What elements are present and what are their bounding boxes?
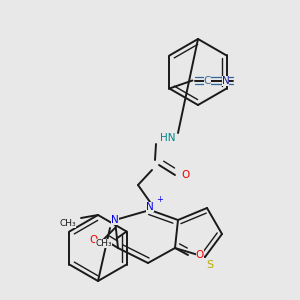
Text: O: O xyxy=(181,170,189,180)
Text: CH₃: CH₃ xyxy=(60,218,76,227)
Text: N: N xyxy=(146,202,154,212)
Text: O: O xyxy=(89,235,97,245)
Text: CH₃: CH₃ xyxy=(95,239,112,248)
Text: C: C xyxy=(204,76,211,85)
Text: +: + xyxy=(157,196,164,205)
Text: N: N xyxy=(111,215,119,225)
Text: HN: HN xyxy=(160,133,176,143)
Text: O: O xyxy=(196,250,204,260)
Text: S: S xyxy=(206,260,214,270)
Text: N: N xyxy=(221,76,229,85)
